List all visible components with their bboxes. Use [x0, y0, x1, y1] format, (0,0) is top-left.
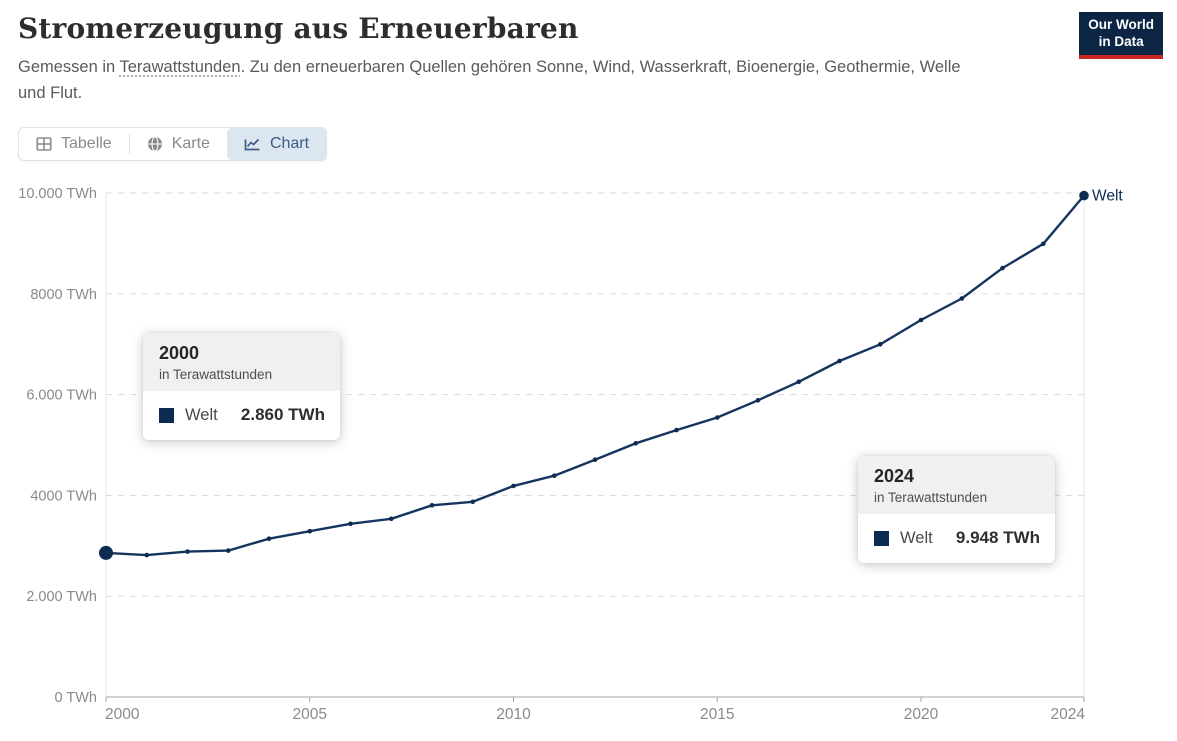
data-point-marker[interactable] [837, 358, 842, 364]
owid-logo-line2: in Data [1098, 33, 1144, 49]
y-tick-label: 4000 TWh [30, 488, 97, 504]
tab-chart-label: Chart [269, 135, 310, 152]
tooltip-2024: 2024 in Terawattstunden Welt 9.948 TWh [858, 456, 1055, 563]
line-chart-area: 0 TWh 2.000 TWh 4000 TWh 6.000 TWh 8000 TWh 1… [0, 150, 1177, 741]
data-point-marker[interactable] [1000, 265, 1005, 271]
data-point-marker[interactable] [348, 521, 353, 527]
data-point-marker[interactable] [959, 296, 965, 301]
tooltip-value: 2.860 TWh [240, 405, 325, 424]
x-tick-label: 2000 [105, 706, 140, 723]
end-point-marker[interactable] [1079, 190, 1089, 201]
tooltip-body: Welt 9.948 TWh [858, 514, 1055, 563]
globe-icon [147, 136, 163, 152]
data-point-marker[interactable] [755, 398, 761, 403]
data-point-marker[interactable] [144, 552, 150, 558]
start-point-marker[interactable] [99, 545, 113, 560]
series-color-swatch [874, 530, 889, 546]
data-point-marker[interactable] [878, 342, 883, 347]
y-tick-label: 0 TWh [55, 690, 97, 706]
subtitle-text-line2: und Flut. [18, 83, 83, 102]
x-tick-label: 2020 [904, 706, 939, 723]
data-point-marker[interactable] [389, 516, 394, 522]
data-point-marker[interactable] [552, 473, 557, 479]
owid-logo[interactable]: Our World in Data [1079, 12, 1163, 59]
y-tick-label: 2.000 TWh [26, 589, 97, 605]
tab-karte-label: Karte [171, 135, 210, 152]
tab-tabelle[interactable]: Tabelle [19, 128, 129, 160]
tooltip-entity: Welt [900, 528, 933, 547]
data-point-marker[interactable] [511, 483, 516, 489]
data-point-marker[interactable] [633, 441, 639, 446]
x-tick-label: 2024 [1051, 706, 1086, 723]
subtitle-text-cont: . Zu den erneuerbaren Quellen gehören So… [240, 58, 961, 76]
x-tick-label: 2005 [293, 706, 327, 723]
data-point-marker[interactable] [1041, 241, 1046, 247]
x-tick-label: 2015 [700, 706, 734, 723]
chart-subtitle: Gemessen in Terawattstunden. Zu den erne… [18, 55, 1158, 106]
series-end-label: Welt [1092, 188, 1123, 205]
data-point-marker[interactable] [592, 457, 598, 463]
table-icon [36, 136, 52, 152]
series-color-swatch [159, 407, 174, 423]
tooltip-entity: Welt [185, 405, 218, 424]
tooltip-header: 2000 in Terawattstunden [143, 333, 340, 391]
data-point-marker[interactable] [918, 317, 924, 323]
tooltip-unit: in Terawattstunden [159, 367, 273, 382]
tooltip-header: 2024 in Terawattstunden [858, 456, 1055, 514]
tab-separator [128, 134, 130, 154]
terawattstunden-link[interactable]: Terawattstunden [119, 58, 241, 76]
tab-tabelle-label: Tabelle [61, 135, 112, 152]
y-tick-label: 6.000 TWh [26, 388, 97, 404]
data-point-marker[interactable] [429, 503, 435, 508]
line-chart-icon [244, 136, 261, 152]
view-tabs: Tabelle Karte Chart [18, 127, 328, 161]
y-tick-label: 8000 TWh [30, 287, 97, 303]
y-tick-label: 10.000 TWh [18, 186, 97, 202]
tab-chart[interactable]: Chart [226, 128, 327, 160]
page-title: Stromerzeugung aus Erneuerbaren [18, 12, 579, 45]
owid-logo-line1: Our World [1088, 17, 1154, 32]
tooltip-2000: 2000 in Terawattstunden Welt 2.860 TWh [143, 333, 340, 440]
data-point-marker[interactable] [307, 528, 313, 534]
tooltip-body: Welt 2.860 TWh [143, 391, 340, 440]
chart-canvas[interactable]: 0 TWh 2.000 TWh 4000 TWh 6.000 TWh 8000 TWh 1… [0, 150, 1177, 741]
data-point-marker[interactable] [470, 499, 476, 505]
data-point-marker[interactable] [674, 427, 679, 433]
tooltip-unit: in Terawattstunden [874, 490, 988, 505]
tooltip-year: 2000 [159, 343, 200, 363]
data-point-marker[interactable] [226, 548, 231, 553]
subtitle-text: Gemessen in [18, 58, 120, 76]
data-point-marker[interactable] [266, 536, 272, 541]
data-point-marker[interactable] [185, 549, 190, 554]
tab-karte[interactable]: Karte [130, 128, 227, 160]
x-tick-label: 2010 [496, 706, 531, 723]
data-point-marker[interactable] [715, 415, 720, 420]
tooltip-value: 9.948 TWh [955, 528, 1040, 547]
data-point-marker[interactable] [796, 379, 802, 385]
tooltip-year: 2024 [874, 466, 915, 486]
